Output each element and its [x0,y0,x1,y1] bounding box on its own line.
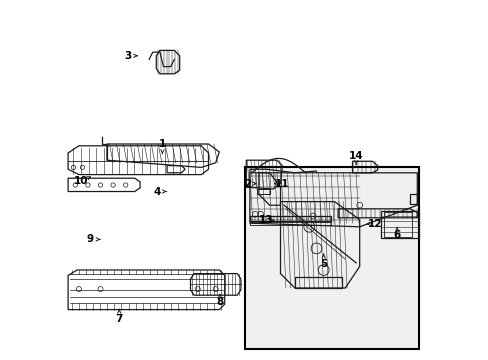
Bar [244,167,418,349]
Text: 14: 14 [348,150,363,161]
Text: 8: 8 [216,297,223,307]
Text: 12: 12 [367,219,381,229]
Text: 6: 6 [393,230,400,240]
Text: 4: 4 [153,186,161,197]
Text: 5: 5 [320,258,326,269]
Text: 13: 13 [258,215,273,225]
Text: 2: 2 [244,179,251,189]
Text: 1: 1 [159,139,166,149]
Text: 9: 9 [87,234,94,244]
Text: 7: 7 [115,314,122,324]
Text: 11: 11 [274,179,288,189]
Text: 3: 3 [123,51,131,61]
Text: 10: 10 [74,176,88,186]
